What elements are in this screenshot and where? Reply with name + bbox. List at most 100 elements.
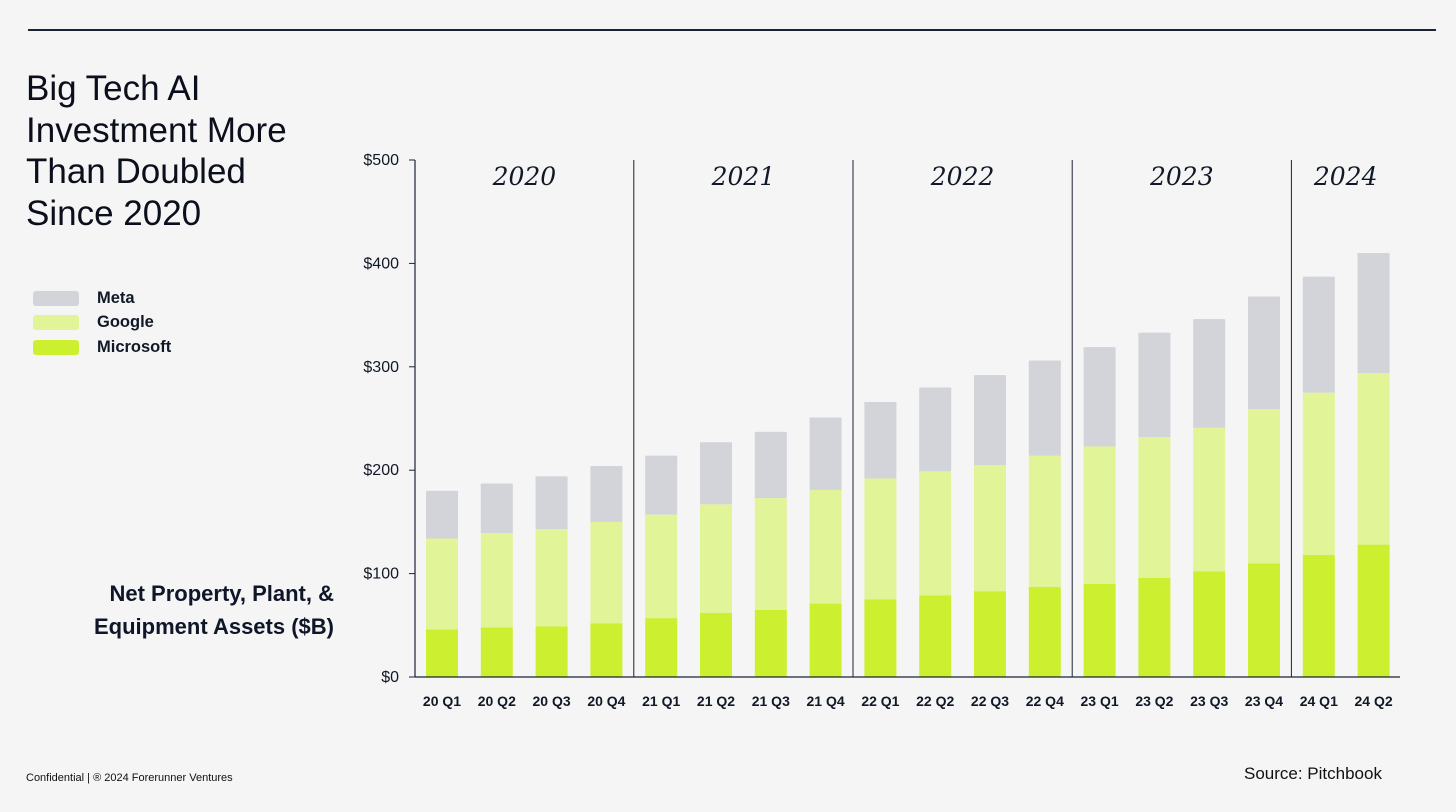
bar-google (1083, 446, 1116, 584)
legend-swatch (33, 290, 79, 306)
x-tick-label: 21 Q2 (697, 693, 735, 709)
bar-meta (864, 402, 897, 479)
bar-meta (1302, 276, 1335, 393)
bar-meta (809, 417, 842, 490)
bar-top-cap (535, 476, 568, 483)
bar-google (1302, 392, 1335, 555)
legend-item-microsoft: Microsoft (33, 335, 171, 360)
bar-microsoft (535, 626, 568, 677)
bar-top-cap (974, 375, 1006, 382)
bar-meta (754, 431, 787, 499)
y-tick-label: $300 (363, 359, 399, 376)
x-tick-label: 22 Q4 (1026, 693, 1064, 709)
unit-label-line: Equipment Assets ($B) (93, 614, 334, 639)
title-line: Big Tech AI (26, 69, 201, 108)
bar-google (864, 478, 897, 600)
bar-top-cap (480, 483, 513, 490)
bar-meta (919, 387, 952, 472)
bar-meta (974, 375, 1006, 466)
bar-google (700, 504, 732, 613)
y-tick-label: $400 (363, 255, 399, 272)
year-label: 2020 (492, 162, 557, 191)
bar-microsoft (864, 599, 897, 677)
x-tick-label: 24 Q1 (1300, 693, 1338, 709)
bar-google (480, 533, 513, 628)
x-tick-label: 20 Q1 (423, 693, 461, 709)
y-tick-label: $500 (363, 152, 399, 169)
bar-top-cap (426, 490, 458, 497)
bar-google (809, 489, 842, 604)
year-label: 2024 (1313, 162, 1378, 191)
x-tick-label: 22 Q3 (971, 693, 1009, 709)
bar-meta (1138, 332, 1171, 438)
bar-microsoft (1302, 555, 1335, 677)
legend-item-google: Google (33, 311, 171, 336)
x-tick-label: 23 Q3 (1190, 693, 1228, 709)
page-title: Big Tech AI Investment More Than Doubled… (26, 68, 346, 234)
x-tick-label: 23 Q1 (1081, 693, 1119, 709)
year-label: 2022 (930, 162, 995, 191)
bar-meta (1028, 360, 1061, 456)
y-tick-label: $0 (381, 669, 399, 686)
title-line: Since 2020 (26, 193, 202, 233)
unit-label-line: Net Property, Plant, & (109, 581, 334, 606)
bar-google (1193, 427, 1226, 572)
legend-label: Microsoft (97, 337, 172, 356)
bar-meta (1357, 253, 1390, 373)
bar-top-cap (1138, 332, 1171, 339)
x-tick-label: 21 Q3 (752, 693, 790, 709)
x-tick-label: 22 Q1 (861, 693, 899, 709)
bar-meta (645, 455, 678, 515)
bar-microsoft (809, 603, 842, 677)
bar-top-cap (1357, 253, 1390, 260)
bar-microsoft (1248, 563, 1280, 677)
year-label: 2023 (1149, 162, 1214, 191)
x-tick-label: 23 Q2 (1135, 693, 1173, 709)
bar-meta (1083, 347, 1116, 447)
x-tick-label: 24 Q2 (1355, 693, 1393, 709)
bar-google (1028, 455, 1061, 587)
bar-google (974, 465, 1006, 592)
bar-top-cap (809, 417, 842, 424)
bar-top-cap (1028, 360, 1061, 367)
footer-source: Source: Pitchbook (1244, 764, 1382, 783)
unit-label: Net Property, Plant, & Equipment Assets … (60, 577, 334, 643)
bar-microsoft (1357, 544, 1390, 677)
bar-microsoft (1138, 577, 1171, 677)
x-tick-label: 20 Q3 (533, 693, 571, 709)
bar-meta (480, 483, 513, 534)
title-line: Than Doubled (26, 152, 246, 191)
bar-top-cap (700, 442, 732, 449)
bar-top-cap (1248, 296, 1280, 303)
x-tick-label: 20 Q4 (587, 693, 625, 709)
bar-microsoft (426, 629, 458, 677)
legend-label: Google (97, 313, 154, 332)
bar-microsoft (1193, 571, 1226, 677)
bar-microsoft (919, 595, 952, 677)
bar-top-cap (864, 402, 897, 408)
bar-microsoft (645, 618, 678, 677)
legend-label: Meta (97, 288, 135, 307)
bar-meta (426, 490, 458, 539)
bar-top-cap (1083, 347, 1116, 354)
bar-meta (1248, 296, 1280, 410)
bar-google (1138, 437, 1171, 578)
x-tick-label: 22 Q2 (916, 693, 954, 709)
legend-item-meta: Meta (33, 286, 171, 311)
bar-meta (1193, 319, 1226, 428)
bar-top-cap (645, 455, 678, 462)
bar-top-cap (1193, 319, 1226, 326)
x-tick-label: 20 Q2 (478, 693, 516, 709)
x-tick-label: 21 Q1 (642, 693, 680, 709)
bar-microsoft (590, 623, 623, 677)
bar-microsoft (974, 591, 1006, 677)
bar-top-cap (590, 466, 623, 473)
bar-google (535, 529, 568, 627)
y-tick-label: $200 (363, 462, 399, 479)
legend-swatch (33, 339, 79, 355)
bar-google (1357, 373, 1390, 545)
y-tick-label: $100 (363, 566, 399, 583)
footer-confidential: Confidential | ® 2024 Forerunner Venture… (26, 772, 233, 784)
bar-top-cap (919, 387, 952, 394)
